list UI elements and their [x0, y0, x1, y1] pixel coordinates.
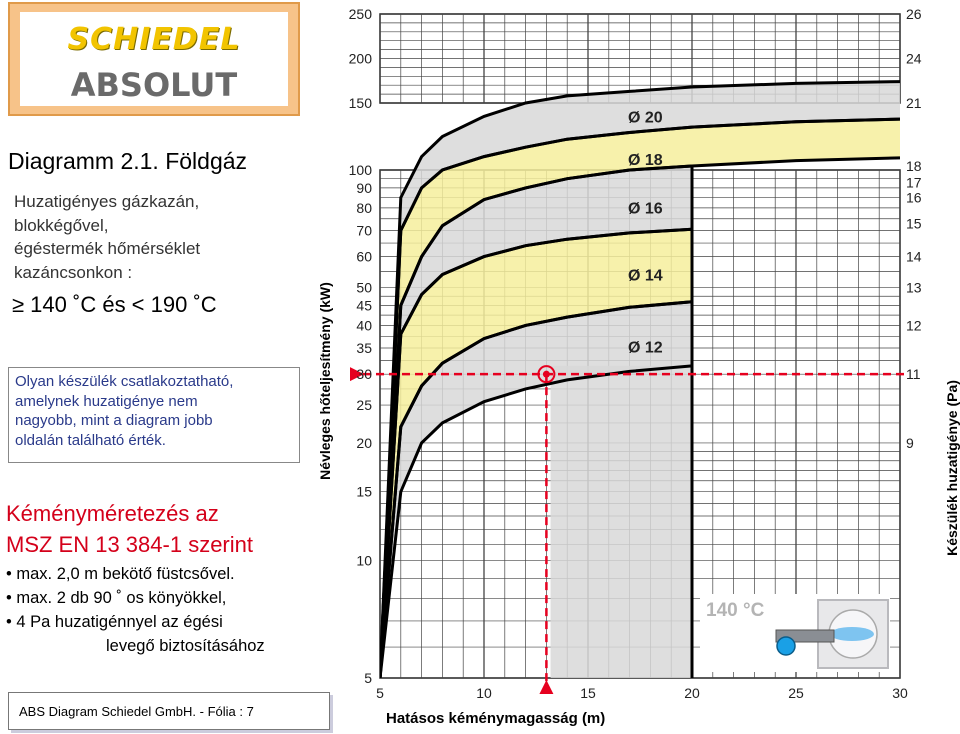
- y-tick-label: 30: [356, 366, 372, 382]
- right-tick-label: 12: [906, 317, 922, 333]
- standard-heading: Kéményméretezés az MSZ EN 13 384-1 szeri…: [6, 498, 253, 560]
- right-tick-label: 16: [906, 190, 922, 206]
- right-tick-label: 9: [906, 435, 914, 451]
- note-line: amelynek huzatigénye nem: [15, 392, 198, 410]
- y-tick-label: 10: [356, 552, 372, 568]
- standard-line: MSZ EN 13 384-1 szerint: [6, 532, 253, 557]
- subtitle-line: égéstermék hőmérséklet: [14, 239, 201, 258]
- temperature-range: ≥ 140 ˚C és < 190 ˚C: [12, 292, 217, 317]
- x-tick-label: 10: [476, 685, 492, 701]
- y-tick-label: 60: [356, 249, 372, 265]
- subtitle-line: Huzatigényes gázkazán,: [14, 192, 200, 211]
- y-tick-label: 20: [356, 435, 372, 451]
- right-tick-label: 15: [906, 215, 922, 231]
- band-label: Ø 14: [628, 268, 663, 285]
- x-tick-label: 15: [580, 685, 596, 701]
- temperature-badge: 140 °C: [700, 594, 890, 672]
- band-bottom-line: [380, 227, 693, 678]
- y-tick-label: 40: [356, 317, 372, 333]
- right-tick-label: 14: [906, 249, 922, 265]
- y-tick-label: 50: [356, 280, 372, 296]
- subtitle-line: kazáncsonkon :: [14, 262, 133, 282]
- right-tick-label: 11: [906, 366, 921, 382]
- band-label: Ø 18: [628, 152, 663, 169]
- note-box: Olyan készülék csatlakoztatható, amelyne…: [8, 367, 300, 463]
- x-tick-label: 5: [376, 685, 384, 701]
- logo-product: ABSOLUT: [70, 66, 238, 104]
- right-tick-label: 21: [906, 95, 922, 111]
- right-tick-label: 24: [906, 51, 922, 67]
- y-tick-label: 5: [364, 670, 372, 686]
- standard-line: Kéményméretezés az: [6, 501, 219, 526]
- right-tick-label: 17: [906, 174, 922, 190]
- band-top-line: [380, 80, 900, 678]
- burner-flame: [830, 627, 874, 641]
- note-line: oldalán található érték.: [15, 431, 166, 449]
- page-title: Diagramm 2.1. Földgáz: [8, 148, 248, 174]
- y-tick-label: 80: [356, 200, 372, 216]
- example-point: [542, 370, 550, 378]
- y-tick-label: 100: [349, 162, 373, 178]
- example-point-ring: [537, 365, 556, 384]
- x-axis-label: Hatásos kéménymagasság (m): [386, 710, 606, 727]
- band-bottom-line: [380, 300, 693, 678]
- overlay: 140 °C: [350, 365, 905, 694]
- bullet-item: • max. 2 db 90 ˚ os könyökkel,: [6, 589, 227, 607]
- subtitle: Huzatigényes gázkazán, blokkégővel, égés…: [14, 190, 200, 284]
- bullet-item-continuation: levegő biztosításához: [106, 637, 265, 655]
- right-tick-label: 13: [906, 280, 922, 296]
- y-tick-label: 15: [356, 484, 372, 500]
- band-16: [380, 166, 692, 678]
- y-tick-label: 200: [349, 51, 373, 67]
- band-label: Ø 20: [628, 110, 663, 127]
- y-tick-label: 90: [356, 180, 372, 196]
- example-arrow-bottom: [539, 680, 554, 694]
- y-tick-label: 150: [349, 95, 373, 111]
- bullet-item: • max. 2,0 m bekötő füstcsővel.: [6, 565, 235, 583]
- schiedel-logo: SCHIEDEL ABSOLUT: [8, 2, 300, 116]
- bullet-list: • max. 2,0 m bekötő füstcsővel. • max. 2…: [6, 562, 265, 658]
- burner-nozzle: [776, 636, 796, 656]
- band-lower-region: [550, 365, 692, 678]
- x-tick-label: 30: [892, 685, 908, 701]
- y-tick-label: 45: [356, 297, 372, 313]
- y-tick-label: 35: [356, 340, 372, 356]
- band-14: [380, 229, 692, 678]
- x-tick-label: 25: [788, 685, 804, 701]
- band-label: Ø 16: [628, 200, 663, 217]
- band-bottom-line: [380, 117, 900, 678]
- y-tick-label: 250: [349, 6, 373, 22]
- note-line: nagyobb, mint a diagram jobb: [15, 412, 213, 429]
- band-12: [380, 301, 692, 678]
- band-bottom-line: [380, 364, 693, 678]
- badge-temperature-text: 140 °C: [706, 600, 765, 621]
- y-tick-label: 25: [356, 397, 372, 413]
- note-line: Olyan készülék csatlakoztatható,: [15, 373, 234, 390]
- footer-caption: ABS Diagram Schiedel GmbH. - Fólia : 7: [8, 692, 330, 730]
- right-tick-label: 18: [906, 158, 922, 174]
- band-label: Ø 12: [628, 340, 663, 357]
- band-bottom-line: [380, 156, 900, 678]
- band-boundaries: Ø 12 Ø 14 Ø 16 Ø 18 Ø 20: [380, 80, 900, 678]
- bullet-item: • 4 Pa huzatigénnyel az égési: [6, 613, 223, 631]
- x-tick-label: 20: [684, 685, 700, 701]
- logo-brand: SCHIEDEL: [67, 22, 241, 57]
- right-tick-label: 26: [906, 6, 922, 22]
- example-arrow-left: [350, 367, 364, 382]
- y-tick-label: 70: [356, 222, 372, 238]
- diameter-bands: [380, 81, 900, 678]
- subtitle-line: blokkégővel,: [14, 215, 109, 235]
